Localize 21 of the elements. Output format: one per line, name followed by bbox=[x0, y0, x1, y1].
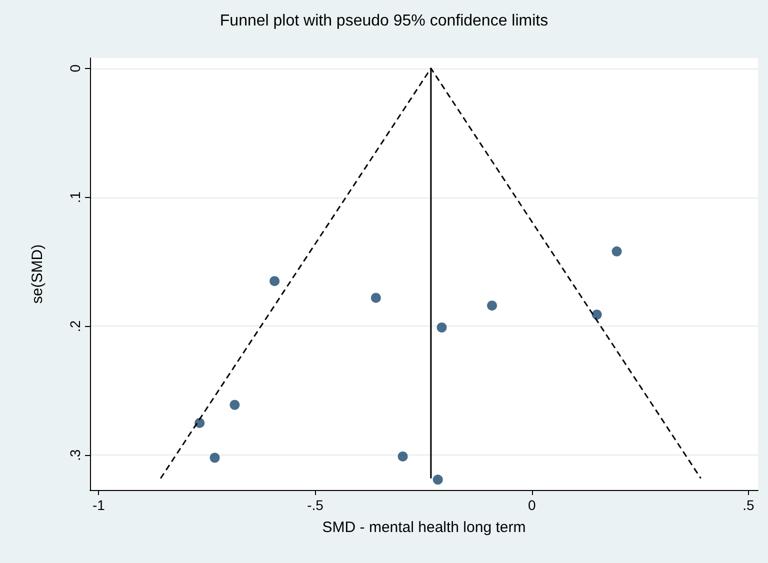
y-axis-title: se(SMD) bbox=[29, 244, 46, 304]
point bbox=[612, 246, 622, 256]
point bbox=[370, 292, 381, 303]
point bbox=[432, 474, 443, 485]
x-tick-label: 0 bbox=[528, 497, 536, 513]
x-tick-label: -.5 bbox=[307, 497, 324, 513]
point bbox=[487, 300, 498, 311]
x-tick-label: .5 bbox=[742, 497, 755, 513]
y-tick-label: .3 bbox=[67, 449, 83, 462]
x-tick-label: -1 bbox=[92, 497, 106, 513]
y-tick-label: .2 bbox=[67, 320, 83, 332]
point bbox=[592, 310, 602, 320]
point bbox=[210, 452, 220, 463]
y-tick-label: 0 bbox=[67, 64, 83, 72]
y-tick-label: .1 bbox=[67, 191, 83, 204]
x-axis-title: SMD - mental health long term bbox=[322, 519, 526, 536]
point bbox=[230, 400, 240, 410]
chart-title: Funnel plot with pseudo 95% confidence limits bbox=[220, 12, 548, 30]
point bbox=[436, 322, 447, 333]
point bbox=[398, 451, 408, 462]
point bbox=[270, 276, 280, 286]
